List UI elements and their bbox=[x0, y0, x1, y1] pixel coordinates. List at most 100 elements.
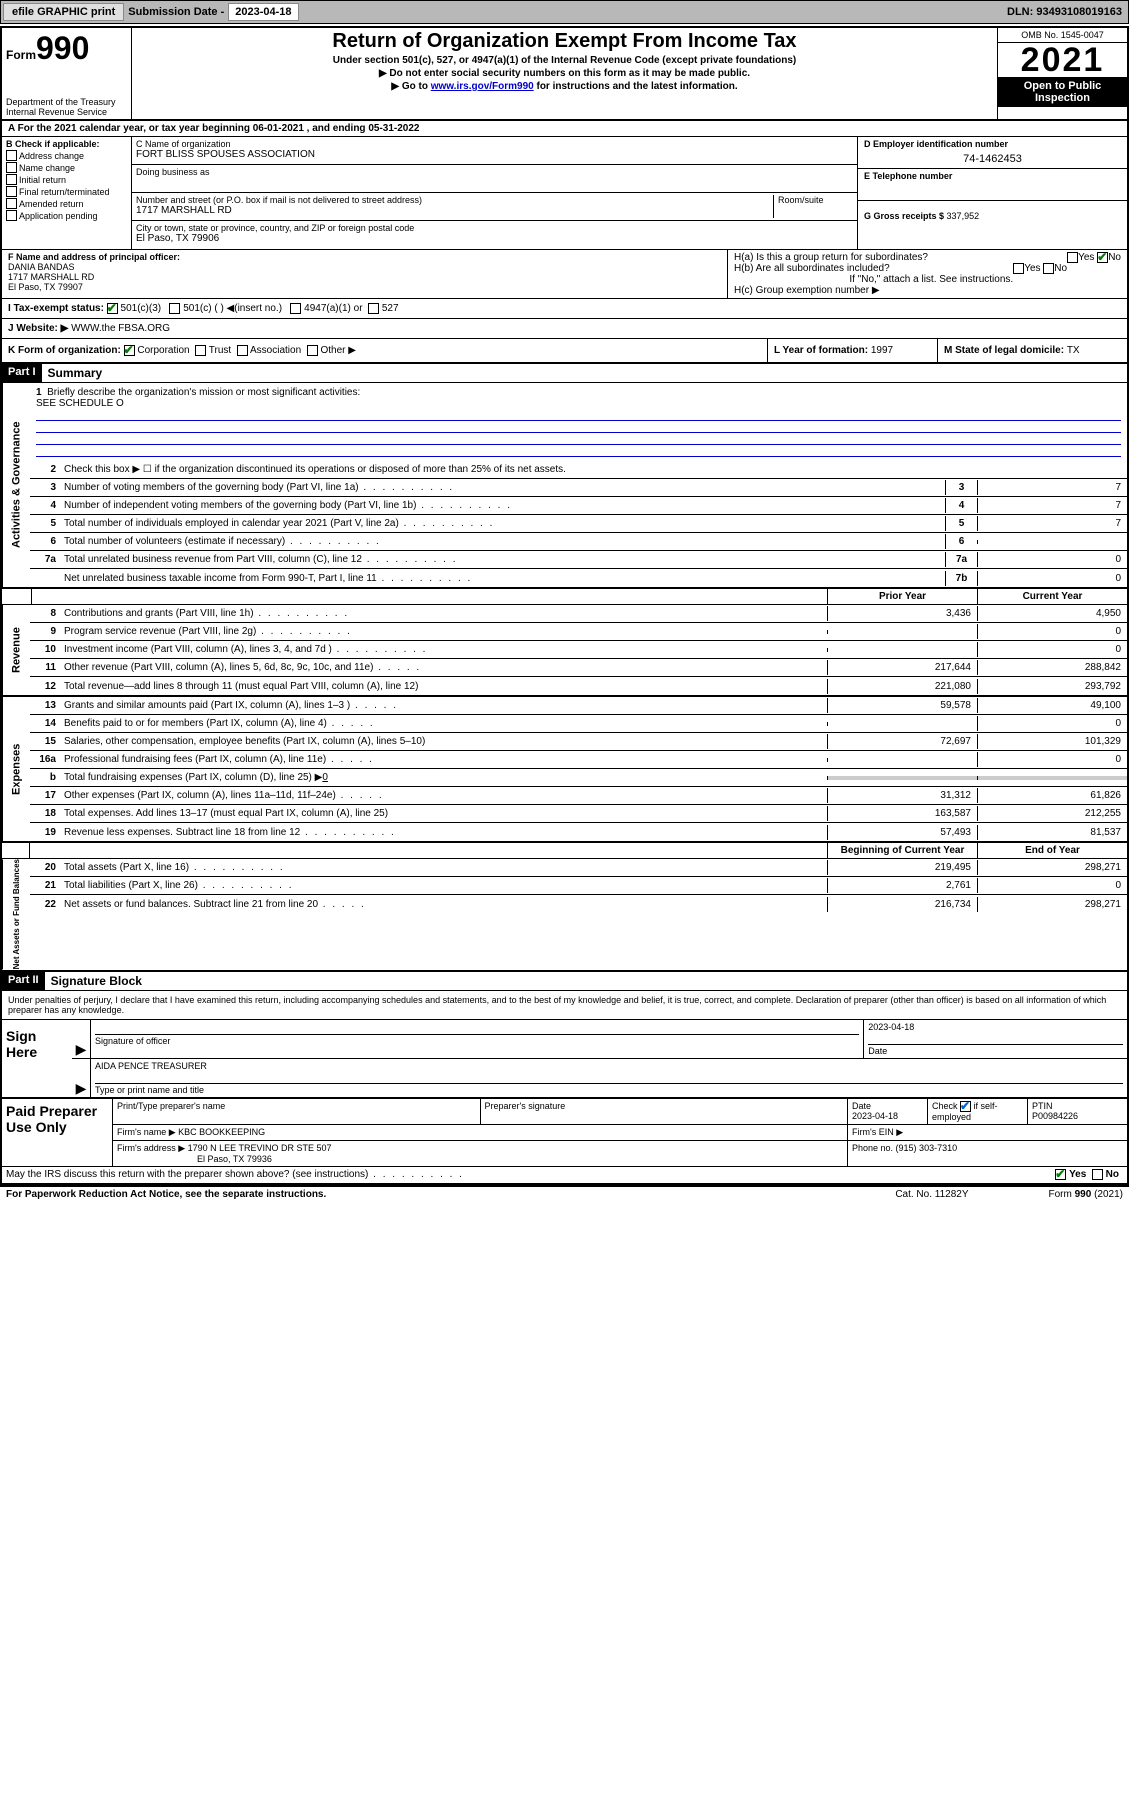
firm-ein: Firm's EIN ▶ bbox=[847, 1125, 1127, 1140]
chk-may-yes[interactable] bbox=[1055, 1169, 1066, 1180]
begin-end-header: Beginning of Current Year End of Year bbox=[2, 843, 1127, 859]
chk-hb-no[interactable] bbox=[1043, 263, 1054, 274]
chk-ha-no[interactable] bbox=[1097, 252, 1108, 263]
p18: 163,587 bbox=[827, 806, 977, 821]
p9 bbox=[827, 630, 977, 634]
chk-address-change[interactable] bbox=[6, 150, 17, 161]
p10 bbox=[827, 648, 977, 652]
row-a-tax-year: A For the 2021 calendar year, or tax yea… bbox=[2, 121, 1127, 137]
header-center: Return of Organization Exempt From Incom… bbox=[132, 28, 997, 119]
p8: 3,436 bbox=[827, 606, 977, 621]
org-name: FORT BLISS SPOUSES ASSOCIATION bbox=[136, 149, 853, 160]
chk-may-no[interactable] bbox=[1092, 1169, 1103, 1180]
p15: 72,697 bbox=[827, 734, 977, 749]
chk-527[interactable] bbox=[368, 303, 379, 314]
c17: 61,826 bbox=[977, 788, 1127, 803]
header-sub3: ▶ Go to www.irs.gov/Form990 for instruct… bbox=[140, 81, 989, 92]
form-number: 990 bbox=[36, 30, 89, 66]
line-22: Net assets or fund balances. Subtract li… bbox=[60, 897, 827, 912]
irs-link[interactable]: www.irs.gov/Form990 bbox=[431, 81, 534, 92]
form-ref: Form 990 (2021) bbox=[1049, 1189, 1123, 1200]
sig-date: 2023-04-18 bbox=[868, 1022, 914, 1032]
ptin: P00984226 bbox=[1032, 1111, 1078, 1121]
vtab-governance: Activities & Governance bbox=[2, 383, 30, 587]
chk-trust[interactable] bbox=[195, 345, 206, 356]
dept-treasury: Department of the Treasury Internal Reve… bbox=[6, 97, 127, 117]
toolbar: efile GRAPHIC print Submission Date - 20… bbox=[0, 0, 1129, 24]
line-12: Total revenue—add lines 8 through 11 (mu… bbox=[60, 679, 827, 694]
box-b: B Check if applicable: Address change Na… bbox=[2, 137, 132, 249]
c8: 4,950 bbox=[977, 606, 1127, 621]
chk-ha-yes[interactable] bbox=[1067, 252, 1078, 263]
chk-app-pending[interactable] bbox=[6, 210, 17, 221]
sign-here-section: Sign Here ▶ Signature of officer 2023-04… bbox=[2, 1020, 1127, 1099]
c12: 293,792 bbox=[977, 679, 1127, 694]
vtab-revenue: Revenue bbox=[2, 605, 30, 695]
sig-perjury: Under penalties of perjury, I declare th… bbox=[2, 991, 1127, 1020]
c9: 0 bbox=[977, 624, 1127, 639]
chk-501c[interactable] bbox=[169, 303, 180, 314]
box-i: I Tax-exempt status: 501(c)(3) 501(c) ( … bbox=[2, 299, 1127, 318]
box-k: K Form of organization: Corporation Trus… bbox=[2, 339, 767, 362]
val-3: 7 bbox=[977, 480, 1127, 495]
sig-arrow-icon: ▶ bbox=[72, 1020, 90, 1058]
p16a bbox=[827, 758, 977, 762]
ein: 74-1462453 bbox=[864, 153, 1121, 165]
open-public-badge: Open to PublicInspection bbox=[998, 77, 1127, 107]
chk-501c3[interactable] bbox=[107, 303, 118, 314]
c20: 298,271 bbox=[977, 860, 1127, 875]
line-10: Investment income (Part VIII, column (A)… bbox=[60, 642, 827, 657]
chk-self-employed[interactable] bbox=[960, 1101, 971, 1112]
p17: 31,312 bbox=[827, 788, 977, 803]
box-l: L Year of formation: 1997 bbox=[767, 339, 937, 362]
c14: 0 bbox=[977, 716, 1127, 731]
chk-hb-yes[interactable] bbox=[1013, 263, 1024, 274]
preparer-sig-hdr: Preparer's signature bbox=[480, 1099, 848, 1124]
p13: 59,578 bbox=[827, 698, 977, 713]
line-5: Total number of individuals employed in … bbox=[60, 516, 945, 531]
header-right: OMB No. 1545-0047 2021 Open to PublicIns… bbox=[997, 28, 1127, 119]
val-4: 7 bbox=[977, 498, 1127, 513]
p22: 216,734 bbox=[827, 897, 977, 912]
p14 bbox=[827, 722, 977, 726]
line-1: 1 Briefly describe the organization's mi… bbox=[30, 383, 1127, 461]
line-11: Other revenue (Part VIII, column (A), li… bbox=[60, 660, 827, 675]
footer: For Paperwork Reduction Act Notice, see … bbox=[0, 1187, 1129, 1202]
p11: 217,644 bbox=[827, 660, 977, 675]
box-c: C Name of organization FORT BLISS SPOUSE… bbox=[132, 137, 857, 249]
firm-name: KBC BOOKKEEPING bbox=[178, 1127, 265, 1137]
city-state-zip: El Paso, TX 79906 bbox=[136, 233, 853, 244]
sig-officer-label: Signature of officer bbox=[95, 1034, 859, 1046]
dln: DLN: 93493108019163 bbox=[1007, 6, 1126, 18]
chk-assoc[interactable] bbox=[237, 345, 248, 356]
chk-corp[interactable] bbox=[124, 345, 135, 356]
p20: 219,495 bbox=[827, 860, 977, 875]
c15: 101,329 bbox=[977, 734, 1127, 749]
box-f: F Name and address of principal officer:… bbox=[2, 250, 727, 298]
val-5: 7 bbox=[977, 516, 1127, 531]
p19: 57,493 bbox=[827, 825, 977, 840]
efile-print-button[interactable]: efile GRAPHIC print bbox=[3, 3, 124, 21]
mission-text: SEE SCHEDULE O bbox=[36, 398, 124, 409]
chk-amended[interactable] bbox=[6, 198, 17, 209]
chk-initial-return[interactable] bbox=[6, 174, 17, 185]
box-m: M State of legal domicile: TX bbox=[937, 339, 1127, 362]
chk-final-return[interactable] bbox=[6, 186, 17, 197]
val-7b: 0 bbox=[977, 571, 1127, 586]
c21: 0 bbox=[977, 878, 1127, 893]
c16a: 0 bbox=[977, 752, 1127, 767]
val-7a: 0 bbox=[977, 552, 1127, 567]
subdate-label: Submission Date - bbox=[128, 6, 224, 18]
subdate-value: 2023-04-18 bbox=[228, 3, 298, 21]
line-19: Revenue less expenses. Subtract line 18 … bbox=[60, 825, 827, 840]
c18: 212,255 bbox=[977, 806, 1127, 821]
chk-4947[interactable] bbox=[290, 303, 301, 314]
chk-other[interactable] bbox=[307, 345, 318, 356]
header-sub1: Under section 501(c), 527, or 4947(a)(1)… bbox=[140, 55, 989, 66]
chk-name-change[interactable] bbox=[6, 162, 17, 173]
firm-addr2: El Paso, TX 79936 bbox=[197, 1154, 272, 1164]
line-3: Number of voting members of the governin… bbox=[60, 480, 945, 495]
line-16a: Professional fundraising fees (Part IX, … bbox=[60, 752, 827, 767]
may-discuss: May the IRS discuss this return with the… bbox=[2, 1167, 1127, 1185]
val-6 bbox=[977, 540, 1127, 544]
